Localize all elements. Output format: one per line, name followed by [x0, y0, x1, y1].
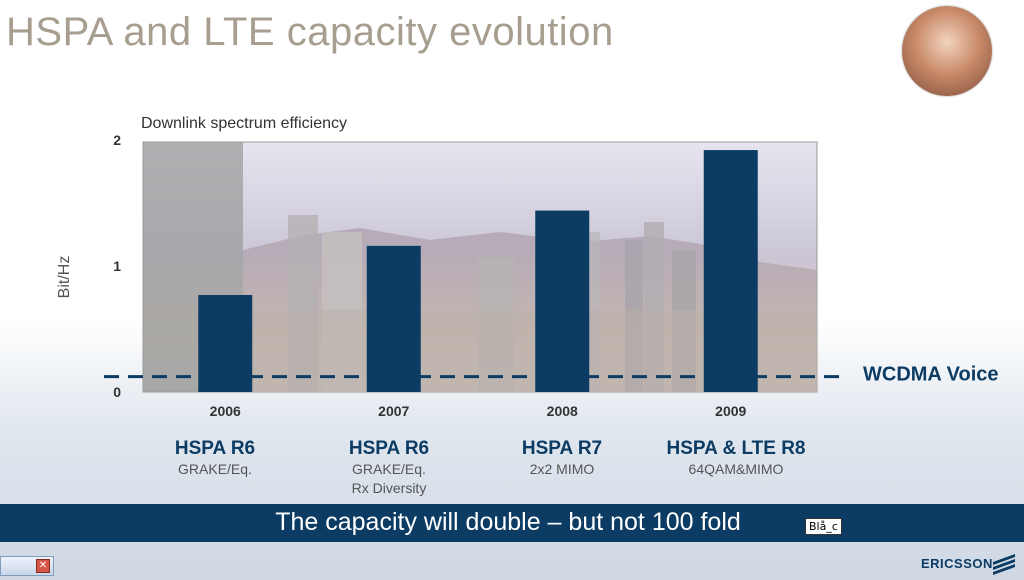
- banner-text: The capacity will double – but not 100 f…: [275, 508, 741, 536]
- release-detail: GRAKE/Eq.: [178, 461, 252, 477]
- bars: [198, 150, 758, 392]
- tag-label: Blå_c: [805, 518, 842, 535]
- ericsson-logo-mark: [993, 553, 1015, 576]
- wcdma-voice-label: WCDMA Voice: [863, 364, 999, 386]
- presenter-photo: [902, 6, 992, 96]
- reference-line: WCDMA Voice: [104, 364, 999, 386]
- bar-2009: [703, 150, 758, 392]
- chart: 0 1 2 2006 2007 2008 2009 WCDMA Voice Bit/Hz: [56, 132, 999, 419]
- x-tick-label: 2009: [715, 403, 746, 419]
- y-axis-label: Bit/Hz: [56, 256, 73, 299]
- release-name: HSPA R6: [174, 438, 256, 459]
- x-tick-label: 2008: [547, 403, 578, 419]
- banner: The capacity will double – but not 100 f…: [0, 504, 1024, 542]
- y-tick-label: 1: [113, 258, 121, 274]
- y-tick-label: 2: [113, 132, 121, 148]
- release-detail: 2x2 MIMO: [529, 461, 595, 477]
- chart-title: Downlink spectrum efficiency: [141, 115, 348, 132]
- release-name: HSPA R6: [348, 438, 430, 459]
- release-detail: GRAKE/Eq. Rx Diversity: [351, 461, 427, 496]
- release-2006: HSPA R6 GRAKE/Eq.: [125, 438, 305, 479]
- x-axis: 2006 2007 2008 2009: [210, 403, 747, 419]
- release-2008: HSPA R7 2x2 MIMO: [472, 438, 652, 479]
- release-name: HSPA R7: [521, 438, 603, 459]
- release-name: HSPA & LTE R8: [666, 438, 806, 459]
- ericsson-logo: ERICSSON: [921, 556, 993, 571]
- release-2009: HSPA & LTE R8 64QAM&MIMO: [620, 438, 852, 479]
- slide-title: HSPA and LTE capacity evolution: [6, 10, 614, 54]
- close-icon[interactable]: ✕: [36, 559, 50, 573]
- release-detail: 64QAM&MIMO: [688, 461, 784, 477]
- minimized-window-tab[interactable]: ✕: [0, 556, 54, 576]
- y-tick-label: 0: [113, 384, 121, 400]
- x-tick-label: 2007: [378, 403, 409, 419]
- bar-2008: [535, 210, 590, 392]
- release-2007: HSPA R6 GRAKE/Eq. Rx Diversity: [299, 438, 479, 498]
- x-tick-label: 2006: [210, 403, 241, 419]
- bar-2007: [366, 245, 421, 392]
- y-axis: 0 1 2: [113, 132, 121, 400]
